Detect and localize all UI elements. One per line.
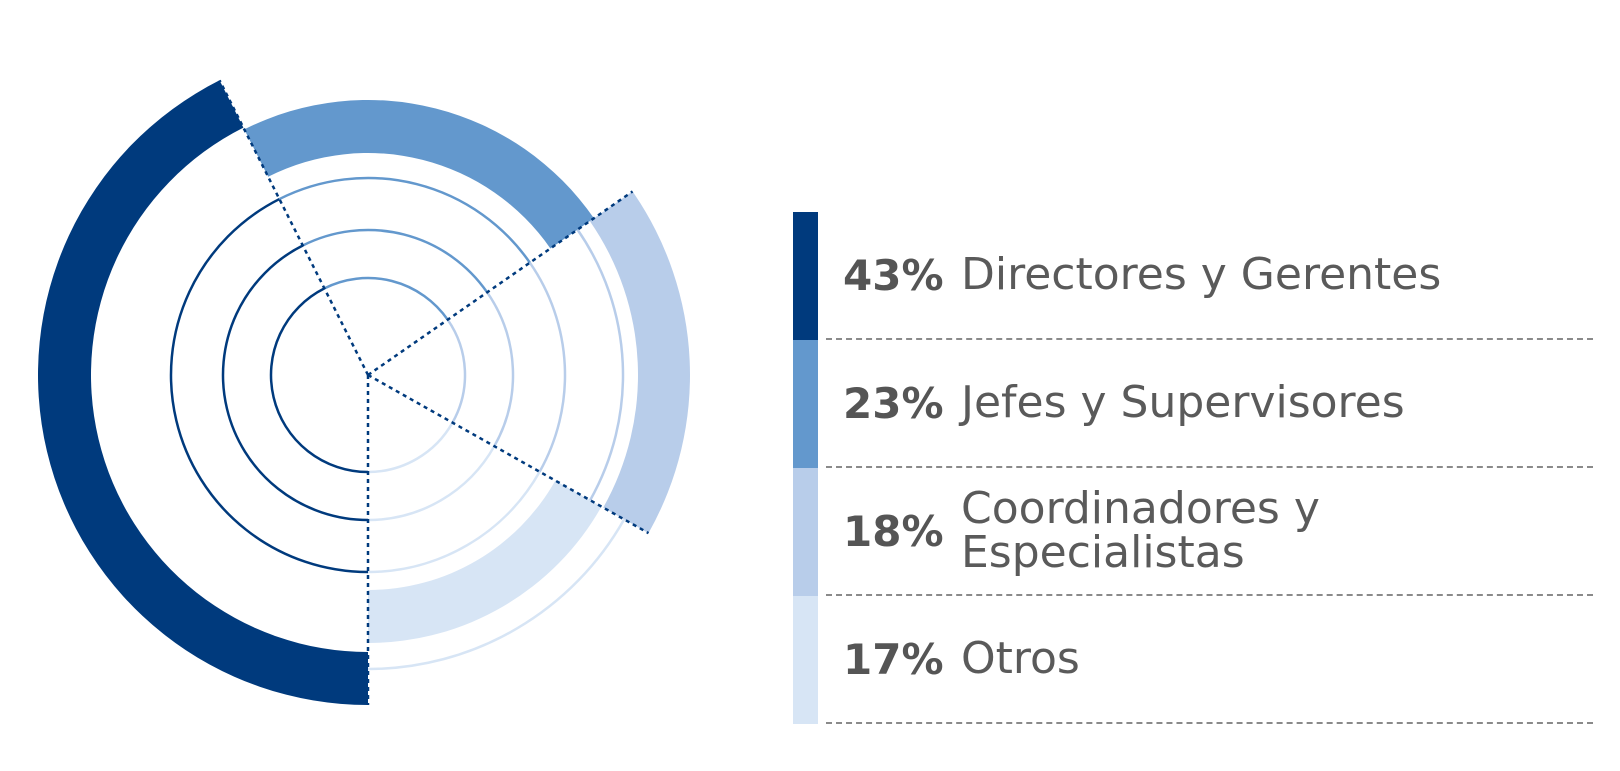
- sector-band-4: [368, 480, 602, 643]
- legend-swatch: [793, 468, 818, 596]
- sector-ring-arc: [367, 518, 626, 671]
- legend-swatch: [793, 212, 818, 340]
- guide-ring-arc: [302, 228, 489, 294]
- legend-label: Directores y Gerentes: [961, 249, 1442, 300]
- legend-label: Coordinadores y Especialistas: [961, 483, 1320, 578]
- guide-ring-arc: [486, 291, 515, 447]
- guide-ring-arc: [169, 197, 369, 574]
- guide-ring-arc: [269, 287, 369, 474]
- chart-legend: 43% Directores y Gerentes 23% Jefes y Su…: [793, 212, 1593, 724]
- guide-ring-arc: [221, 244, 369, 522]
- legend-percent: 18%: [843, 506, 944, 556]
- guide-ring-arc: [367, 471, 541, 574]
- legend-percent: 23%: [843, 378, 944, 428]
- legend-item-jefes: 23% Jefes y Supervisores: [793, 340, 1593, 468]
- legend-percent: 43%: [843, 250, 944, 300]
- legend-percent: 17%: [843, 634, 944, 684]
- legend-label: Otros: [961, 633, 1080, 684]
- guide-ring-arc: [323, 276, 449, 321]
- guide-ring-arc: [367, 445, 496, 522]
- legend-label: Jefes y Supervisores: [961, 377, 1405, 428]
- sector-band-2: [244, 100, 594, 249]
- guide-ring-arc: [528, 261, 567, 473]
- sector-band-1: [38, 80, 368, 706]
- legend-swatch: [793, 596, 818, 724]
- legend-swatch: [793, 340, 818, 468]
- legend-divider: [826, 594, 1593, 596]
- guide-ring-arc: [278, 176, 531, 264]
- sector-separator: [367, 373, 650, 535]
- guide-ring-arc: [446, 318, 467, 424]
- legend-item-coordinadores: 18% Coordinadores y Especialistas: [793, 468, 1593, 596]
- sector-band-3: [589, 191, 691, 534]
- legend-divider: [826, 722, 1593, 724]
- legend-item-otros: 17% Otros: [793, 596, 1593, 724]
- sector-separator: [218, 79, 370, 376]
- sector-ring-arc: [576, 228, 625, 501]
- legend-divider: [826, 338, 1593, 340]
- guide-ring-arc: [367, 422, 454, 474]
- sector-separator: [367, 190, 634, 377]
- legend-divider: [826, 466, 1593, 468]
- radial-chart: [38, 79, 691, 706]
- legend-item-directores: 43% Directores y Gerentes: [793, 212, 1593, 340]
